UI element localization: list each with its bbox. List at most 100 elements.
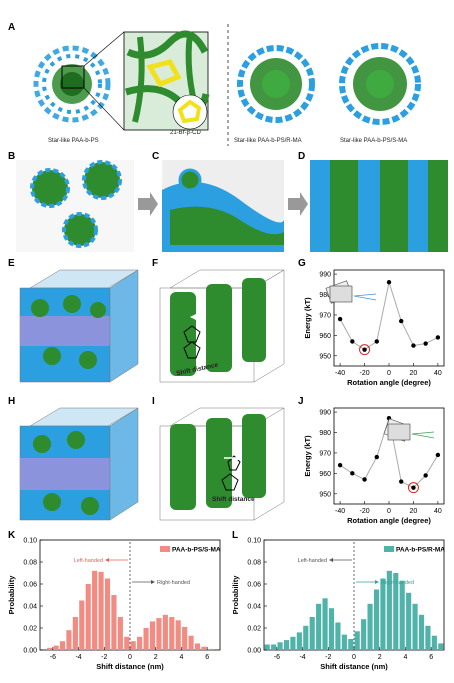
- legend-label: PAA-b-PS/R-MA: [396, 547, 445, 554]
- histogram-bar: [194, 643, 201, 650]
- y-tick-label: 960: [319, 333, 331, 340]
- zoom-box: [61, 65, 85, 89]
- x-tick-label: -4: [75, 654, 81, 661]
- histogram-bar: [271, 644, 277, 650]
- panel-label-h: H: [8, 396, 16, 407]
- chart-l-plot-area: 0.00 0.02 0.04 0.06 0.08 0.10 -6 -4 -2 0 2 4 6 Shift …: [231, 538, 445, 672]
- x-tick-label: -40: [335, 508, 345, 515]
- chart-k: 0.00 0.02 0.04 0.06 0.08 0.10 -6 -4 -2 0 2 4 6 Shift …: [7, 538, 221, 672]
- histogram-bar: [130, 641, 136, 650]
- histogram-bar: [283, 640, 290, 650]
- histogram-bar: [296, 632, 302, 650]
- x-tick-label: -20: [359, 370, 369, 377]
- arrow-icon: [138, 192, 158, 216]
- histogram-bar: [303, 625, 309, 650]
- x-tick-label: 2: [378, 654, 382, 661]
- histogram-bar: [104, 578, 111, 650]
- panel-label-e: E: [8, 258, 15, 269]
- histogram-bar: [367, 603, 373, 650]
- panel-label-j: J: [298, 396, 304, 407]
- series-line: [339, 280, 439, 351]
- legend-label: PAA-b-PS/S-MA: [172, 547, 221, 554]
- panel-label-a: A: [8, 22, 16, 33]
- panel-label-l: L: [232, 530, 239, 541]
- histogram-bar: [264, 644, 270, 650]
- panels-bcd-graphic: [16, 160, 448, 252]
- y-tick-label: 970: [319, 312, 331, 319]
- y-axis-label: Probability: [7, 575, 16, 615]
- histogram-bar: [111, 595, 117, 650]
- histogram-bar: [117, 617, 123, 650]
- histogram-bar: [169, 617, 175, 650]
- histogram-bar: [361, 619, 367, 650]
- annotation-left-handed: Left-handed: [298, 558, 327, 564]
- histogram-bar: [335, 622, 341, 650]
- x-tick-label: 6: [205, 654, 209, 661]
- star-polymer-ps: [33, 45, 111, 123]
- histogram-bar: [137, 636, 143, 650]
- histogram-bar: [418, 614, 425, 650]
- x-tick-label: 0: [128, 654, 132, 661]
- annotation-right-handed: Right-handed: [381, 580, 414, 586]
- y-tick-label: 990: [319, 410, 331, 417]
- data-point: [399, 318, 404, 324]
- data-point: [362, 477, 367, 482]
- histogram-bar: [124, 636, 130, 650]
- data-point: [423, 473, 428, 478]
- y-tick-label: 0.04: [247, 604, 261, 611]
- data-point: [435, 335, 441, 340]
- x-tick-label: -4: [299, 654, 305, 661]
- caption-star-sma: Star-like PAA-b-PS/S-MA: [340, 138, 408, 144]
- histogram-bar: [406, 592, 412, 650]
- chart-l: 0.00 0.02 0.04 0.06 0.08 0.10 -6 -4 -2 0 2 4 6 Shift …: [231, 538, 445, 672]
- histogram-bar: [322, 598, 328, 650]
- histogram-bar: [47, 647, 53, 650]
- y-axis-label: Probability: [231, 575, 240, 615]
- histogram-bar: [156, 618, 162, 650]
- panel-b-image: [16, 160, 134, 252]
- histogram-bar: [66, 630, 72, 650]
- panel-e-image: [19, 269, 139, 383]
- histogram-bar: [386, 570, 392, 650]
- y-tick-label: 0.06: [23, 582, 37, 589]
- x-tick-label: 4: [179, 654, 183, 661]
- panel-d-image: [310, 160, 448, 252]
- y-tick-label: 0.08: [23, 560, 37, 567]
- x-axis-label: Shift distance (nm): [320, 662, 388, 671]
- y-tick-label: 0.00: [23, 648, 37, 655]
- data-point: [423, 341, 428, 346]
- x-axis-label: Rotation angle (degree): [347, 378, 431, 387]
- histogram-bar: [53, 645, 59, 650]
- panel-c-image: [162, 160, 284, 252]
- histogram-bar: [425, 625, 431, 650]
- histogram-bar: [175, 620, 181, 650]
- caption-cd: 21-Br-β-CD: [170, 130, 201, 136]
- left-arrow-head: [329, 558, 333, 562]
- histogram-bar: [316, 603, 322, 650]
- x-tick-label: -6: [50, 654, 56, 661]
- rotation-inset-icon: [325, 280, 377, 304]
- histogram-bar: [72, 617, 78, 650]
- left-arrow-head: [105, 558, 109, 562]
- caption-star-rma: Star-like PAA-b-PS/R-MA: [234, 138, 302, 144]
- histogram-bar: [348, 639, 354, 650]
- right-arrow-head: [375, 580, 379, 584]
- minimum-marker: [359, 344, 371, 356]
- histogram-bar: [201, 646, 207, 650]
- panel-label-c: C: [152, 151, 160, 162]
- x-tick-label: 20: [410, 370, 418, 377]
- x-axis-label: Shift distance (nm): [96, 662, 164, 671]
- panel-i-image: [159, 407, 285, 521]
- histogram-bar: [309, 617, 315, 650]
- panel-label-i: I: [152, 396, 155, 407]
- y-tick-label: 980: [319, 430, 331, 437]
- panels-efhi-graphic: [19, 269, 285, 521]
- y-tick-label: 980: [319, 292, 331, 299]
- panel-a-graphic: [33, 24, 421, 146]
- x-tick-label: 0: [387, 370, 391, 377]
- x-tick-label: 40: [434, 370, 442, 377]
- x-axis-label: Rotation angle (degree): [347, 516, 431, 525]
- y-tick-label: 960: [319, 471, 331, 478]
- x-tick-label: 2: [154, 654, 158, 661]
